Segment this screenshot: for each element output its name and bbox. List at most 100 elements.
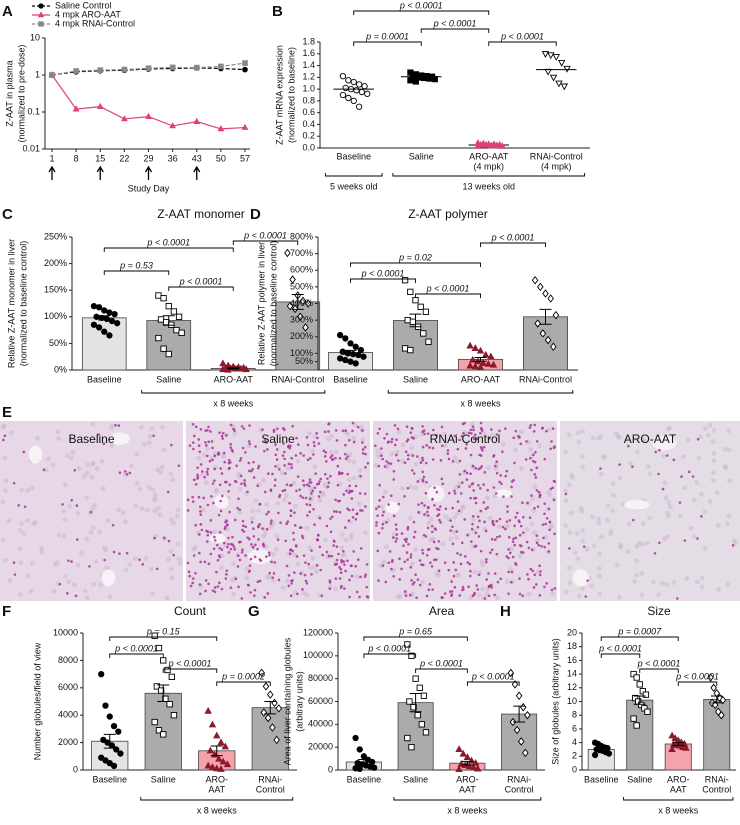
image-label: Baseline	[68, 432, 114, 446]
tissue-texture	[265, 441, 268, 444]
significance-bracket	[109, 653, 164, 658]
tissue-texture	[18, 592, 23, 597]
data-point	[718, 710, 725, 720]
tissue-texture	[413, 530, 417, 534]
significance-bracket	[488, 41, 557, 46]
y-tick-label: 6000	[58, 682, 78, 692]
tissue-texture	[465, 471, 469, 475]
tissue-texture	[439, 459, 443, 462]
tissue-texture	[496, 524, 502, 529]
x-tick-label: Baseline	[347, 774, 382, 784]
tissue-texture	[441, 482, 445, 486]
tissue-texture	[341, 551, 347, 557]
tissue-texture	[488, 551, 492, 554]
tissue-texture	[252, 460, 255, 464]
tissue-texture	[333, 563, 337, 566]
tissue-texture	[208, 459, 212, 463]
bar	[275, 301, 321, 371]
tissue-texture	[337, 552, 340, 556]
tissue-texture	[205, 444, 208, 447]
tissue-texture	[694, 579, 700, 585]
tissue-texture	[12, 561, 16, 564]
tissue-texture	[454, 484, 459, 490]
p-value: p < 0.0001	[179, 276, 223, 286]
tissue-texture	[237, 497, 240, 501]
tissue-texture	[274, 453, 278, 457]
tissue-texture	[469, 432, 473, 435]
tissue-texture	[733, 540, 739, 546]
tissue-texture	[231, 561, 236, 567]
data-point	[223, 760, 232, 768]
tissue-texture	[610, 492, 616, 498]
data-point	[219, 365, 227, 373]
panel-letter: G	[248, 603, 260, 620]
tissue-texture	[521, 501, 524, 505]
tissue-texture	[79, 550, 84, 556]
tissue-texture	[479, 421, 483, 425]
tissue-texture	[150, 591, 155, 597]
data-point	[537, 282, 544, 292]
tissue-texture	[348, 438, 351, 442]
tissue-texture	[342, 493, 346, 496]
tissue-texture	[385, 432, 389, 436]
tissue-texture	[485, 495, 490, 501]
y-tick-label: 0	[73, 764, 78, 774]
tissue-texture	[485, 560, 488, 564]
tissue-texture	[99, 458, 105, 464]
tissue-texture	[431, 588, 434, 591]
tissue-texture	[489, 432, 495, 438]
tissue-texture	[532, 586, 536, 589]
x-tick-label: Baseline	[336, 151, 371, 161]
tissue-texture	[243, 479, 246, 482]
tissue-texture	[430, 565, 434, 568]
tissue-texture	[599, 471, 604, 477]
tissue-texture	[224, 577, 228, 580]
tissue-texture	[426, 506, 430, 510]
error-bar	[672, 742, 685, 746]
tissue-texture	[493, 572, 497, 575]
data-point	[160, 295, 167, 302]
data-point	[474, 142, 482, 149]
tissue-texture	[406, 527, 410, 531]
data-point	[355, 81, 363, 88]
tissue-texture	[220, 472, 224, 475]
tissue-texture	[211, 446, 214, 450]
x-tick-label: 50	[216, 153, 226, 163]
tissue-texture	[348, 595, 351, 599]
tissue-texture	[21, 531, 27, 536]
tissue-texture	[535, 440, 539, 443]
tissue-texture	[374, 444, 377, 448]
data-point	[155, 334, 162, 342]
tissue-texture	[484, 529, 488, 533]
tissue-texture	[218, 546, 222, 550]
p-value: p = 0.0001	[365, 31, 409, 41]
tissue-texture	[376, 514, 379, 517]
tissue-texture	[365, 563, 369, 566]
data-point	[644, 708, 651, 715]
tissue-texture	[475, 584, 478, 587]
data-point	[547, 294, 554, 303]
tissue-texture	[521, 594, 524, 597]
tissue-texture	[278, 467, 281, 471]
y-tick-label: 16	[567, 655, 577, 665]
tissue-texture	[457, 509, 461, 513]
tissue-texture	[647, 471, 653, 477]
tissue-texture	[672, 458, 676, 462]
tissue-texture	[287, 462, 291, 466]
tissue-texture	[324, 451, 328, 454]
x-tick-label: Saline	[627, 774, 652, 784]
tissue-texture	[378, 427, 381, 431]
tissue-texture	[468, 485, 471, 488]
y-tick-label: 2000	[58, 737, 78, 747]
data-point	[90, 303, 98, 310]
tissue-texture	[282, 450, 286, 454]
y-tick-label: 100%	[290, 348, 313, 358]
data-point	[169, 64, 176, 71]
data-point	[407, 288, 414, 296]
tissue-texture	[385, 463, 391, 469]
tissue-texture	[215, 570, 218, 574]
data-point	[420, 330, 427, 337]
x-tick-label: Baseline	[92, 774, 127, 784]
tissue-texture	[217, 513, 221, 517]
tissue-texture	[426, 514, 430, 517]
